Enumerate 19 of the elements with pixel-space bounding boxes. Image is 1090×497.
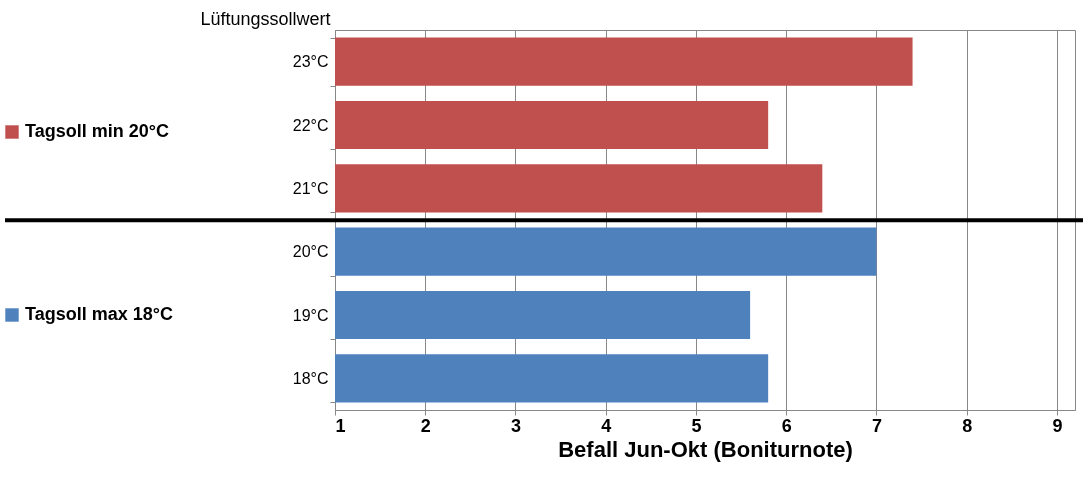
x-tick-label: 7: [871, 415, 882, 436]
y-tick-label: 19°C: [292, 306, 329, 324]
x-tick-label: 8: [962, 415, 973, 436]
x-tick-label: 1: [335, 415, 346, 436]
y-tick-label: 20°C: [292, 243, 329, 261]
y-tick-label: 22°C: [292, 116, 329, 134]
y-tick-label: 21°C: [292, 179, 329, 197]
x-tick-label: 2: [420, 415, 431, 436]
x-tick-label: 5: [691, 415, 702, 436]
y-axis-title: Lüftungssollwert: [200, 8, 331, 29]
legend-label: Tagsoll min 20°C: [25, 121, 169, 141]
x-tick-label: 3: [510, 415, 521, 436]
y-tick-label: 23°C: [292, 53, 329, 71]
x-axis-title: Befall Jun-Okt (Boniturnote): [558, 436, 853, 462]
legend-label: Tagsoll max 18°C: [25, 304, 173, 324]
x-tick-label: 4: [601, 415, 612, 436]
x-tick-label: 9: [1052, 415, 1063, 436]
x-tick-label: 6: [781, 415, 792, 436]
y-tick-label: 18°C: [292, 369, 329, 387]
